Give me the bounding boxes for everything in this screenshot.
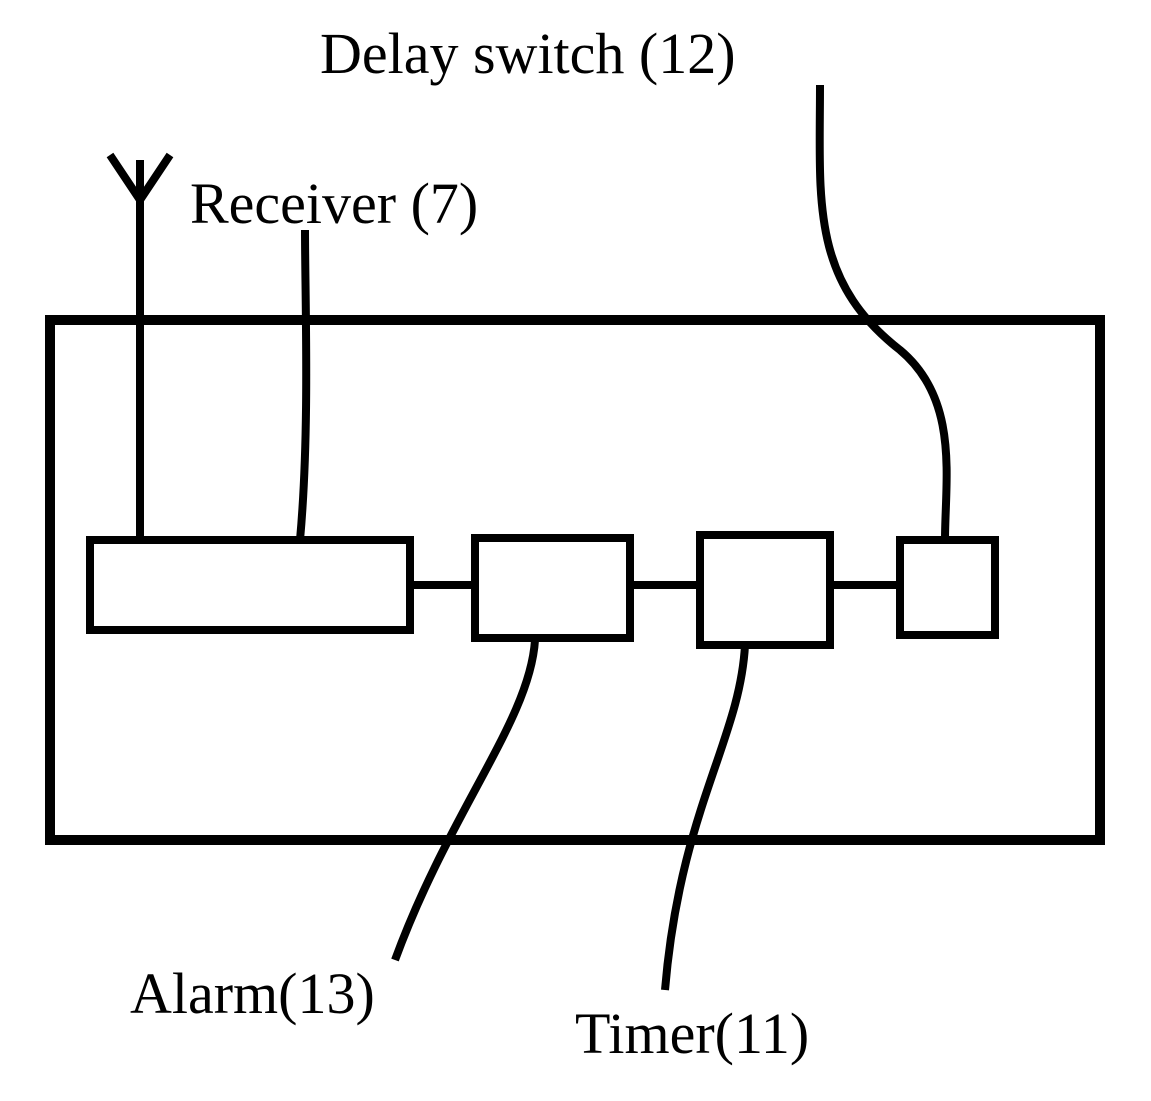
leader-alarm: [395, 640, 535, 960]
timer-label: Timer(11): [575, 1000, 809, 1067]
leader-timer: [665, 645, 745, 990]
diagram-svg: [0, 0, 1151, 1101]
receiver-label: Receiver (7): [190, 170, 478, 237]
outer-box: [50, 320, 1100, 840]
leader-delay-switch: [820, 85, 947, 540]
antenna-left: [110, 155, 140, 200]
antenna-right: [140, 155, 170, 200]
receiver-block: [90, 540, 410, 630]
alarm-block: [475, 538, 630, 638]
alarm-label: Alarm(13): [130, 960, 375, 1027]
delay-switch-label: Delay switch (12): [320, 20, 736, 87]
leader-receiver: [300, 230, 306, 540]
timer-block: [700, 535, 830, 645]
delay-switch-block: [900, 540, 995, 635]
